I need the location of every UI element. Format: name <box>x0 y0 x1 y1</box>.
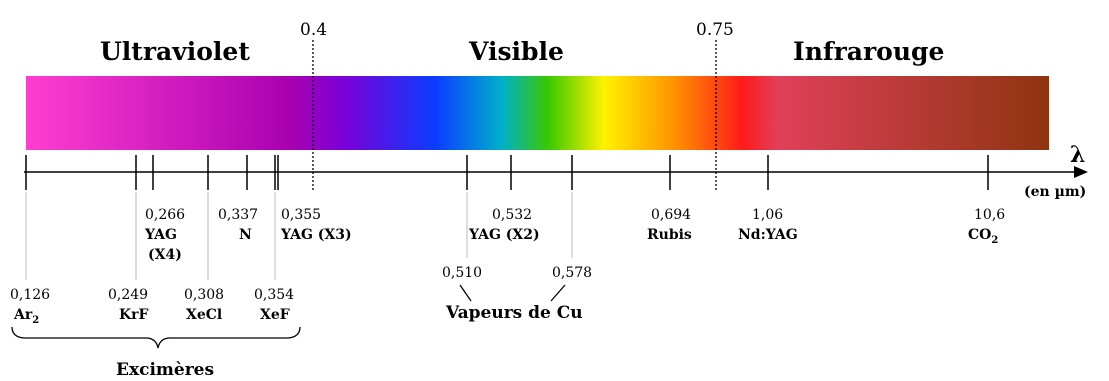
laser-krf-value: 0,249 <box>108 287 148 303</box>
axis-arrowhead <box>1074 166 1088 178</box>
laser-rubis-value: 0,694 <box>651 207 691 223</box>
group-label-excimers: Excimères <box>116 360 214 380</box>
laser-rubis-name: Rubis <box>647 227 692 243</box>
laser-xecl-name: XeCl <box>186 307 222 323</box>
laser-ndyag-name: Nd:YAG <box>738 227 798 243</box>
laser-ndyag-value: 1,06 <box>752 207 783 223</box>
laser-cu510-value: 0,510 <box>442 265 482 281</box>
region-label-visible: Visible <box>468 37 564 66</box>
laser-yag4-value: 0,266 <box>145 207 185 223</box>
cu-connectors <box>459 284 566 302</box>
laser-co2-name-sub: 2 <box>991 235 998 246</box>
cu-connector-left <box>459 284 472 302</box>
laser-co2-value: 10,6 <box>974 207 1005 223</box>
laser-co2-name: CO2 <box>968 227 998 246</box>
boundary-label-uv-visible: 0.4 <box>300 20 327 40</box>
laser-yag3-name: YAG (X3) <box>280 227 352 243</box>
laser-ar2-name-main: Ar <box>13 307 33 323</box>
axis-symbol-lambda: λ <box>1070 142 1085 168</box>
axis-ticks <box>25 155 989 190</box>
laser-cu578-value: 0,578 <box>552 265 592 281</box>
laser-yag2-value: 0,532 <box>492 207 532 223</box>
laser-xecl-value: 0,308 <box>184 287 224 303</box>
axis-unit-label: (en µm) <box>1024 184 1086 200</box>
laser-yag3-value: 0,355 <box>281 207 321 223</box>
group-label-copper-vapour: Vapeurs de Cu <box>445 303 583 323</box>
laser-n-name: N <box>239 227 252 243</box>
laser-co2-name-main: CO <box>968 227 991 243</box>
laser-ar2-name: Ar2 <box>13 307 39 326</box>
cu-connector-right <box>550 284 566 302</box>
region-label-infrared: Infrarouge <box>793 37 944 66</box>
region-label-ultraviolet: Ultraviolet <box>100 37 250 66</box>
excimers-brace <box>11 326 301 349</box>
leader-lines <box>25 192 573 280</box>
boundary-label-visible-ir: 0.75 <box>696 20 734 40</box>
laser-xef-value: 0,354 <box>254 287 294 303</box>
spectrum-band <box>26 76 1049 150</box>
laser-krf-name: KrF <box>119 307 149 323</box>
laser-xef-name: XeF <box>260 307 290 323</box>
laser-ar2-name-sub: 2 <box>32 315 39 326</box>
laser-yag2-name: YAG (X2) <box>468 227 540 243</box>
laser-n-value: 0,337 <box>218 207 258 223</box>
laser-yag4-name: YAG <box>144 227 177 243</box>
laser-yag4-harmonic: (X4) <box>148 247 182 263</box>
laser-ar2-value: 0,126 <box>10 287 50 303</box>
